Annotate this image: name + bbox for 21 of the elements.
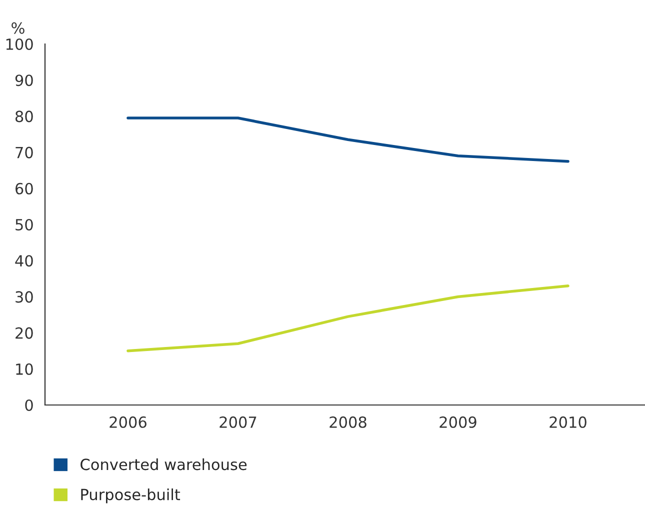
x-tick-label: 2007 [220,416,256,428]
x-tick-label: 2008 [330,416,366,428]
y-tick-label: 40 [15,255,33,267]
legend-label: Converted warehouse [80,458,247,470]
y-tick-label: 50 [16,218,33,231]
line-series [126,284,570,352]
legend-label: Purpose-built [81,488,180,504]
x-tick-label: 2010 [550,416,586,428]
y-tick-label: 30 [16,291,33,303]
y-tick-label: 70 [16,146,33,158]
y-tick-label: 0 [25,399,33,412]
y-tick-label: 10 [16,363,33,375]
y-tick-label: 100 [6,38,33,50]
y-axis-title: % [12,22,24,34]
y-tick-label: 90 [15,74,33,86]
x-tick-label: 2006 [110,416,146,428]
y-tick-label: 80 [15,110,33,122]
y-tick-label: 20 [16,327,33,339]
y-tick-label: 60 [16,182,33,194]
x-tick-label: 2009 [440,416,476,428]
line-series [126,116,570,163]
